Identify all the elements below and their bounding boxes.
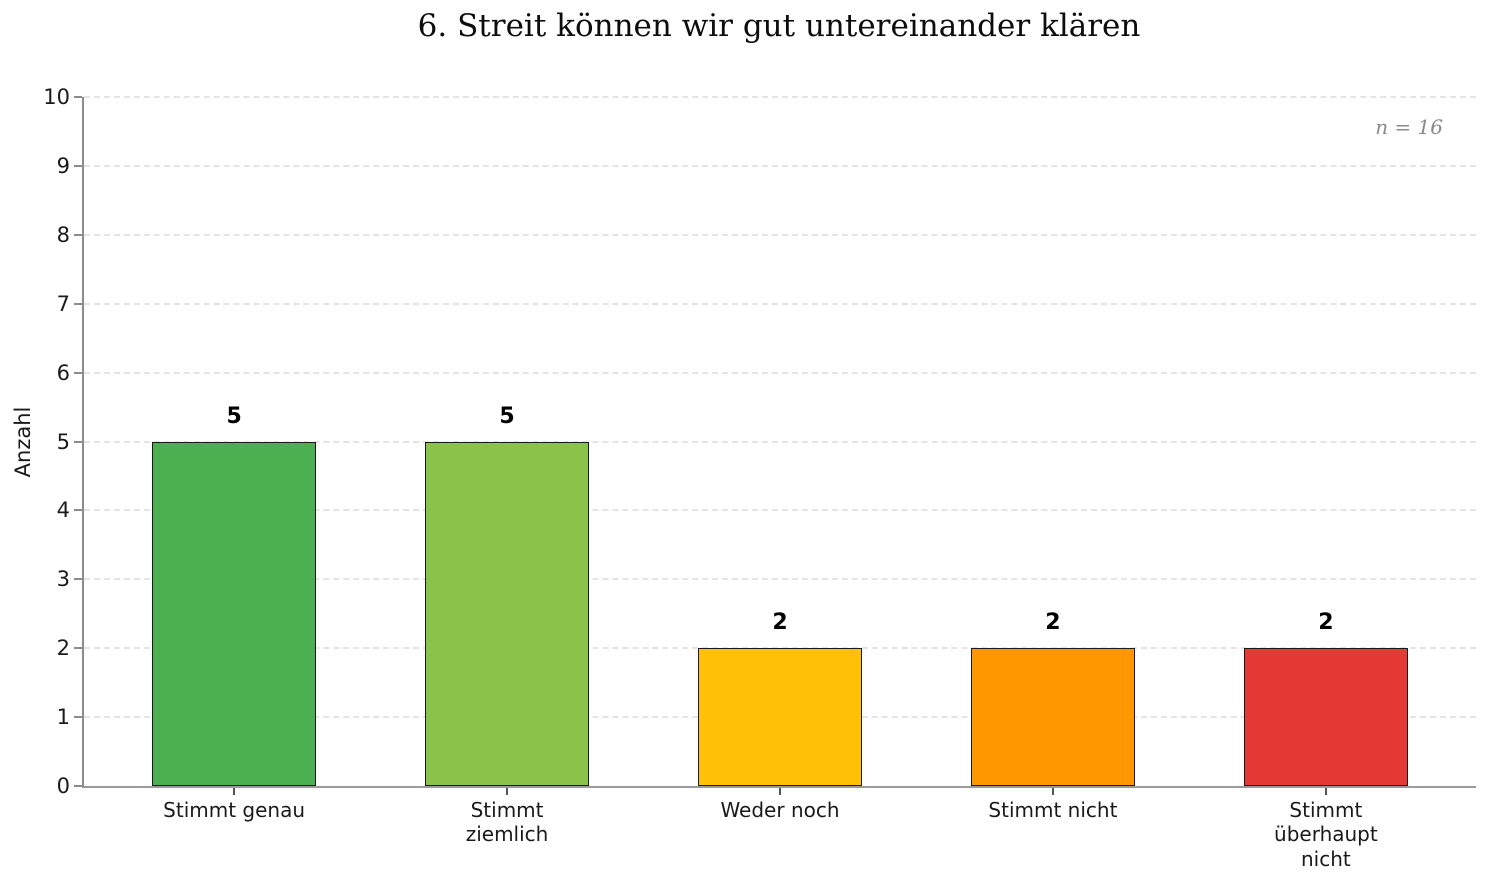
bar	[425, 441, 589, 786]
x-tick-mark	[1051, 788, 1054, 795]
y-tick-label: 3	[56, 567, 70, 592]
gridline	[84, 302, 1476, 305]
sample-size-annotation: n = 16	[1375, 115, 1443, 139]
gridline	[84, 440, 1476, 443]
bar-value-label: 2	[772, 610, 788, 636]
y-tick-label: 9	[56, 153, 70, 178]
gridline	[84, 164, 1476, 167]
bar-value-label: 2	[1318, 610, 1334, 636]
y-tick-label: 6	[56, 360, 70, 385]
gridline	[84, 509, 1476, 512]
y-tick-label: 10	[43, 85, 70, 109]
gridline	[84, 647, 1476, 650]
bar	[1244, 648, 1408, 786]
gridline	[84, 578, 1476, 581]
x-category-label: Stimmt nicht	[988, 798, 1118, 822]
x-category-label: Weder noch	[720, 798, 840, 822]
chart-title: 6. Streit können wir gut untereinander k…	[417, 8, 1141, 44]
y-tick-label: 5	[56, 429, 70, 454]
gridline	[84, 96, 1476, 98]
y-tick-mark	[74, 96, 82, 98]
y-tick-mark	[74, 578, 82, 581]
bar-value-label: 2	[1045, 610, 1061, 636]
y-tick-mark	[74, 233, 82, 236]
bar	[971, 648, 1135, 786]
x-tick-mark	[233, 788, 236, 795]
x-category-label: Stimmt genau	[163, 798, 306, 822]
y-tick-mark	[74, 164, 82, 167]
y-tick-mark	[74, 785, 82, 787]
gridline	[84, 371, 1476, 374]
bar	[152, 441, 316, 786]
x-category-label: Stimmt ziemlich	[465, 798, 549, 847]
gridline	[84, 233, 1476, 236]
y-tick-label: 4	[56, 498, 70, 523]
x-tick-mark	[506, 788, 509, 795]
y-tick-mark	[74, 509, 82, 512]
x-tick-mark	[1324, 788, 1327, 795]
plot-area: 0 1 2 3 4 5 6 7 8 9 10 5 Stimmt genau 5 Stimmt ziemlic…	[43, 85, 1476, 871]
y-tick-mark	[74, 647, 82, 650]
x-tick-mark	[779, 788, 781, 795]
y-tick-label: 1	[56, 705, 70, 730]
y-tick-mark	[74, 371, 82, 374]
y-tick-label: 7	[56, 291, 70, 316]
bar	[698, 648, 862, 786]
bar-value-label: 5	[499, 403, 515, 429]
y-tick-mark	[74, 716, 82, 719]
y-tick-label: 8	[56, 222, 70, 247]
y-tick-label: 0	[56, 774, 70, 798]
y-tick-mark	[74, 440, 82, 443]
x-category-label: Stimmt überhaupt nicht	[1274, 798, 1378, 871]
y-tick-mark	[74, 302, 82, 305]
y-tick-label: 2	[56, 636, 70, 661]
bar-value-label: 5	[226, 403, 242, 429]
